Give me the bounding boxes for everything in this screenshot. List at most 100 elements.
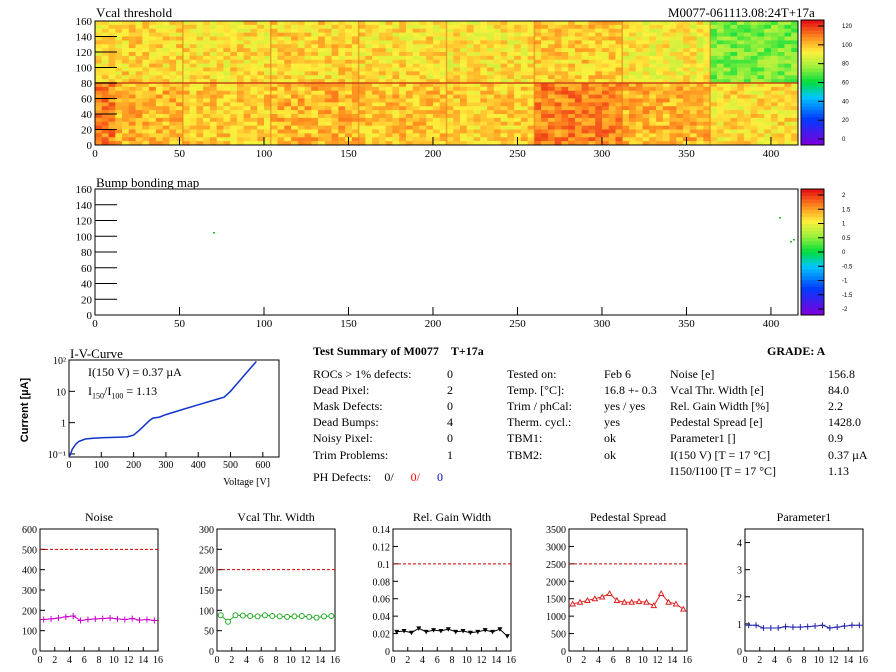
vcal-map-cell <box>460 83 468 88</box>
iv-xlabel: Voltage [V] <box>223 477 270 488</box>
vcal-map-cell <box>507 141 515 146</box>
vcal-map-cell <box>385 24 393 30</box>
vcal-map-cell <box>676 55 684 61</box>
vcal-map-cell <box>642 67 650 72</box>
roc-point <box>782 623 789 630</box>
vcal-map-cell <box>345 71 353 76</box>
roc-y-tick-label: 0 <box>561 647 566 658</box>
vcal-map-cell <box>250 24 258 30</box>
vcal-map-cell <box>615 44 623 49</box>
vcal-map-cell <box>209 75 217 80</box>
vcal-map-cell <box>615 32 623 37</box>
vcal-map-cell <box>108 75 116 80</box>
vcal-map-cell <box>162 102 170 107</box>
vcal-map-cell <box>527 86 535 92</box>
vcal-map-cell <box>514 125 522 130</box>
vcal-map-cell <box>770 133 779 138</box>
vcal-map-cell <box>122 75 130 80</box>
vcal-map-cell <box>297 52 305 57</box>
vcal-map-cell <box>432 129 441 134</box>
vcal-map-cell <box>277 48 285 53</box>
vcal-map-cell <box>514 98 522 103</box>
roc-point <box>70 613 77 620</box>
vcal-map-cell <box>257 59 265 64</box>
vcal-map-cell <box>730 75 738 80</box>
vcal-map-cell <box>230 141 238 146</box>
vcal-map-cell <box>372 121 380 126</box>
vcal-map-cell <box>574 106 582 111</box>
vcal-map-cell <box>446 86 454 92</box>
vcal-map-cell <box>338 52 346 57</box>
vcal-map-cell <box>764 121 772 126</box>
vcal-map-cell <box>338 86 346 92</box>
vcal-map-cell <box>662 79 670 84</box>
vcal-map-cell <box>764 67 772 72</box>
vcal-map-cell <box>507 32 515 37</box>
vcal-map-cell <box>331 129 339 134</box>
vcal-map-cell <box>176 63 184 68</box>
iv-ratio-mid: /I <box>104 384 112 398</box>
vcal-map-cell <box>453 98 461 103</box>
vcal-map-cell <box>608 117 616 123</box>
vcal-map-cell <box>318 52 326 57</box>
vcal-map-cell <box>703 63 711 68</box>
vcal-map-cell <box>689 141 697 146</box>
vcal-map-cell <box>757 67 765 72</box>
vcal-map-cell <box>520 79 528 84</box>
vcal-map-cell <box>743 125 751 130</box>
vcal-map-cell <box>703 125 711 130</box>
vcal-map-cell <box>466 40 474 45</box>
vcal-map-cell <box>568 83 576 88</box>
vcal-map-cell <box>473 129 481 134</box>
vcal-map-cell <box>149 121 157 126</box>
vcal-map-cell <box>115 114 123 119</box>
vcal-map-cell <box>216 40 224 45</box>
vcal-map-cell <box>324 63 332 68</box>
vcal-map-cell <box>311 83 319 88</box>
vcal-map-cell <box>128 133 136 138</box>
vcal-map-cell <box>236 52 245 57</box>
vcal-map-cell <box>216 52 224 57</box>
vcal-map-cell <box>696 79 704 84</box>
vcal-map-cell <box>392 24 400 30</box>
palette-band <box>801 82 824 87</box>
vcal-map-cell <box>155 75 163 80</box>
vcal-map-cell <box>311 86 319 92</box>
vcal-map-cell <box>764 71 772 76</box>
vcal-map-cell <box>656 40 664 45</box>
vcal-map-cell <box>770 98 779 103</box>
vcal-map-cell <box>209 52 217 57</box>
vcal-map-cell <box>162 40 170 45</box>
vcal-map-cell <box>385 71 393 76</box>
vcal-map-cell <box>324 137 332 142</box>
vcal-map-cell <box>649 110 657 115</box>
vcal-map-cell <box>324 114 332 119</box>
vcal-map-cell <box>791 75 799 80</box>
vcal-map-cell <box>142 21 150 26</box>
vcal-map-cell <box>453 90 461 95</box>
vcal-map-cell <box>169 32 177 37</box>
vcal-map-cell <box>466 86 474 92</box>
vcal-map-cell <box>568 102 576 107</box>
vcal-map-cell <box>169 90 177 95</box>
vcal-map-cell <box>115 110 123 115</box>
vcal-map-cell <box>108 90 116 95</box>
vcal-map-cell <box>791 52 799 57</box>
vcal-map-cell <box>203 90 211 95</box>
vcal-map-cell <box>493 125 501 130</box>
vcal-map-cell <box>689 44 697 49</box>
vcal-map-cell <box>128 48 136 53</box>
vcal-map-cell <box>155 63 163 68</box>
vcal-map-cell <box>541 32 549 37</box>
vcal-map-cell <box>432 40 441 45</box>
vcal-map-cell <box>291 98 299 103</box>
vcal-map-cell <box>730 32 738 37</box>
vcal-map-cell <box>182 36 190 41</box>
vcal-map-cell <box>737 71 745 76</box>
vcal-map-cell <box>480 86 488 92</box>
vcal-map-cell <box>223 102 231 107</box>
palette-band <box>801 252 824 256</box>
roc-x-tick-label: 14 <box>491 655 501 666</box>
vcal-map-cell <box>656 110 664 115</box>
vcal-map-cell <box>622 114 630 119</box>
